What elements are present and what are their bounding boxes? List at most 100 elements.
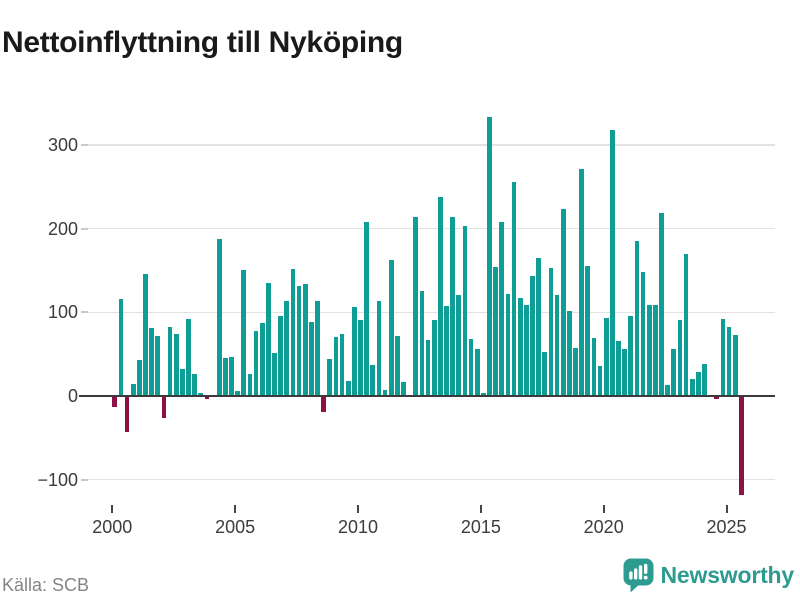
y-axis-label: 100 [47, 302, 78, 323]
bar-positive [241, 270, 247, 396]
bar-positive [628, 315, 634, 396]
bar-positive [591, 338, 597, 396]
x-axis-label: 2015 [460, 517, 501, 537]
bar-positive [315, 300, 320, 396]
bar-positive [481, 392, 486, 396]
bar-positive [640, 272, 646, 396]
bar-positive [474, 349, 480, 396]
bar-positive [130, 384, 136, 396]
x-tick-mark [234, 505, 237, 513]
bar-positive [634, 241, 640, 396]
x-tick-mark [725, 505, 728, 513]
bar-positive [370, 365, 376, 396]
gridline [88, 311, 775, 314]
y-axis-label: 200 [47, 218, 78, 239]
bar-positive [536, 257, 541, 396]
y-axis-label: 0 [67, 386, 78, 406]
bar-negative [161, 396, 167, 418]
bar-positive [137, 360, 142, 396]
bar-positive [216, 238, 222, 396]
bar-positive [579, 169, 584, 396]
bar-positive [732, 334, 738, 396]
bar-positive [462, 226, 468, 396]
bar-positive [352, 307, 357, 396]
x-axis-label: 2025 [706, 517, 747, 537]
bar-positive [167, 327, 173, 396]
bar-positive [290, 268, 296, 396]
bar-positive [296, 285, 302, 396]
gridline [88, 144, 775, 146]
source-label: Källa: SCB [2, 575, 90, 595]
bar-positive [493, 267, 498, 396]
bar-positive [646, 304, 652, 396]
bar-positive [683, 253, 689, 396]
bar-positive [419, 290, 425, 396]
bar-positive [333, 337, 339, 396]
x-axis-label: 2020 [583, 517, 624, 537]
bar-positive [720, 319, 726, 396]
bar-positive [524, 304, 529, 396]
bar-positive [155, 335, 161, 396]
bar-positive [198, 392, 204, 396]
bar-positive [444, 305, 449, 396]
bar-positive [192, 374, 197, 396]
newsworthy-logo: Newsworthy [623, 558, 794, 593]
x-tick-mark [111, 505, 114, 513]
bar-positive [671, 349, 677, 396]
bar-positive [487, 117, 492, 396]
chart-title: Nettoinflyttning till Nyköping [2, 26, 403, 60]
bar-positive [327, 359, 333, 396]
newsworthy-wordmark: Newsworthy [660, 562, 795, 588]
bar-positive [149, 328, 154, 396]
bar-positive [573, 348, 578, 396]
bar-negative [739, 396, 744, 495]
gridline [88, 227, 775, 230]
y-tick-mark [81, 478, 88, 481]
x-tick-mark [357, 505, 359, 513]
x-tick-mark [479, 505, 482, 513]
bar-positive [173, 334, 179, 396]
y-tick-mark [81, 311, 88, 314]
bar-positive [505, 293, 511, 396]
bar-negative [204, 396, 210, 400]
bar-positive [517, 298, 523, 396]
bar-positive [542, 351, 548, 396]
x-axis-label: 2000 [92, 517, 133, 537]
bar-positive [438, 196, 443, 396]
bar-positive [345, 380, 351, 396]
bar-positive [388, 260, 394, 396]
bar-positive [284, 301, 290, 396]
bar-positive [696, 371, 701, 396]
bar-positive [266, 283, 271, 396]
bar-positive [677, 319, 683, 396]
bar-positive [253, 330, 259, 396]
newsworthy-icon [623, 558, 654, 593]
bar-positive [302, 283, 308, 396]
bar-positive [278, 315, 283, 396]
y-tick-mark [79, 394, 88, 398]
bar-positive [585, 266, 591, 396]
bar-positive [456, 294, 462, 396]
bar-positive [223, 358, 228, 396]
bar-positive [548, 267, 554, 396]
bar-positive [603, 318, 609, 396]
bar-positive [272, 353, 277, 396]
y-tick-mark [81, 227, 88, 230]
bar-negative [124, 396, 130, 432]
bar-positive [726, 326, 732, 396]
bar-positive [309, 322, 314, 396]
bar-positive [235, 390, 240, 396]
bar-positive [186, 319, 191, 396]
bar-negative [321, 396, 326, 412]
bar-positive [689, 379, 695, 396]
bar-positive [180, 369, 185, 396]
bar-positive [499, 221, 505, 396]
bar-positive [376, 300, 382, 396]
bar-positive [653, 304, 658, 396]
bar-positive [401, 381, 406, 396]
bar-positive [118, 298, 124, 396]
y-axis-label: −100 [37, 469, 78, 490]
bar-positive [560, 208, 566, 396]
